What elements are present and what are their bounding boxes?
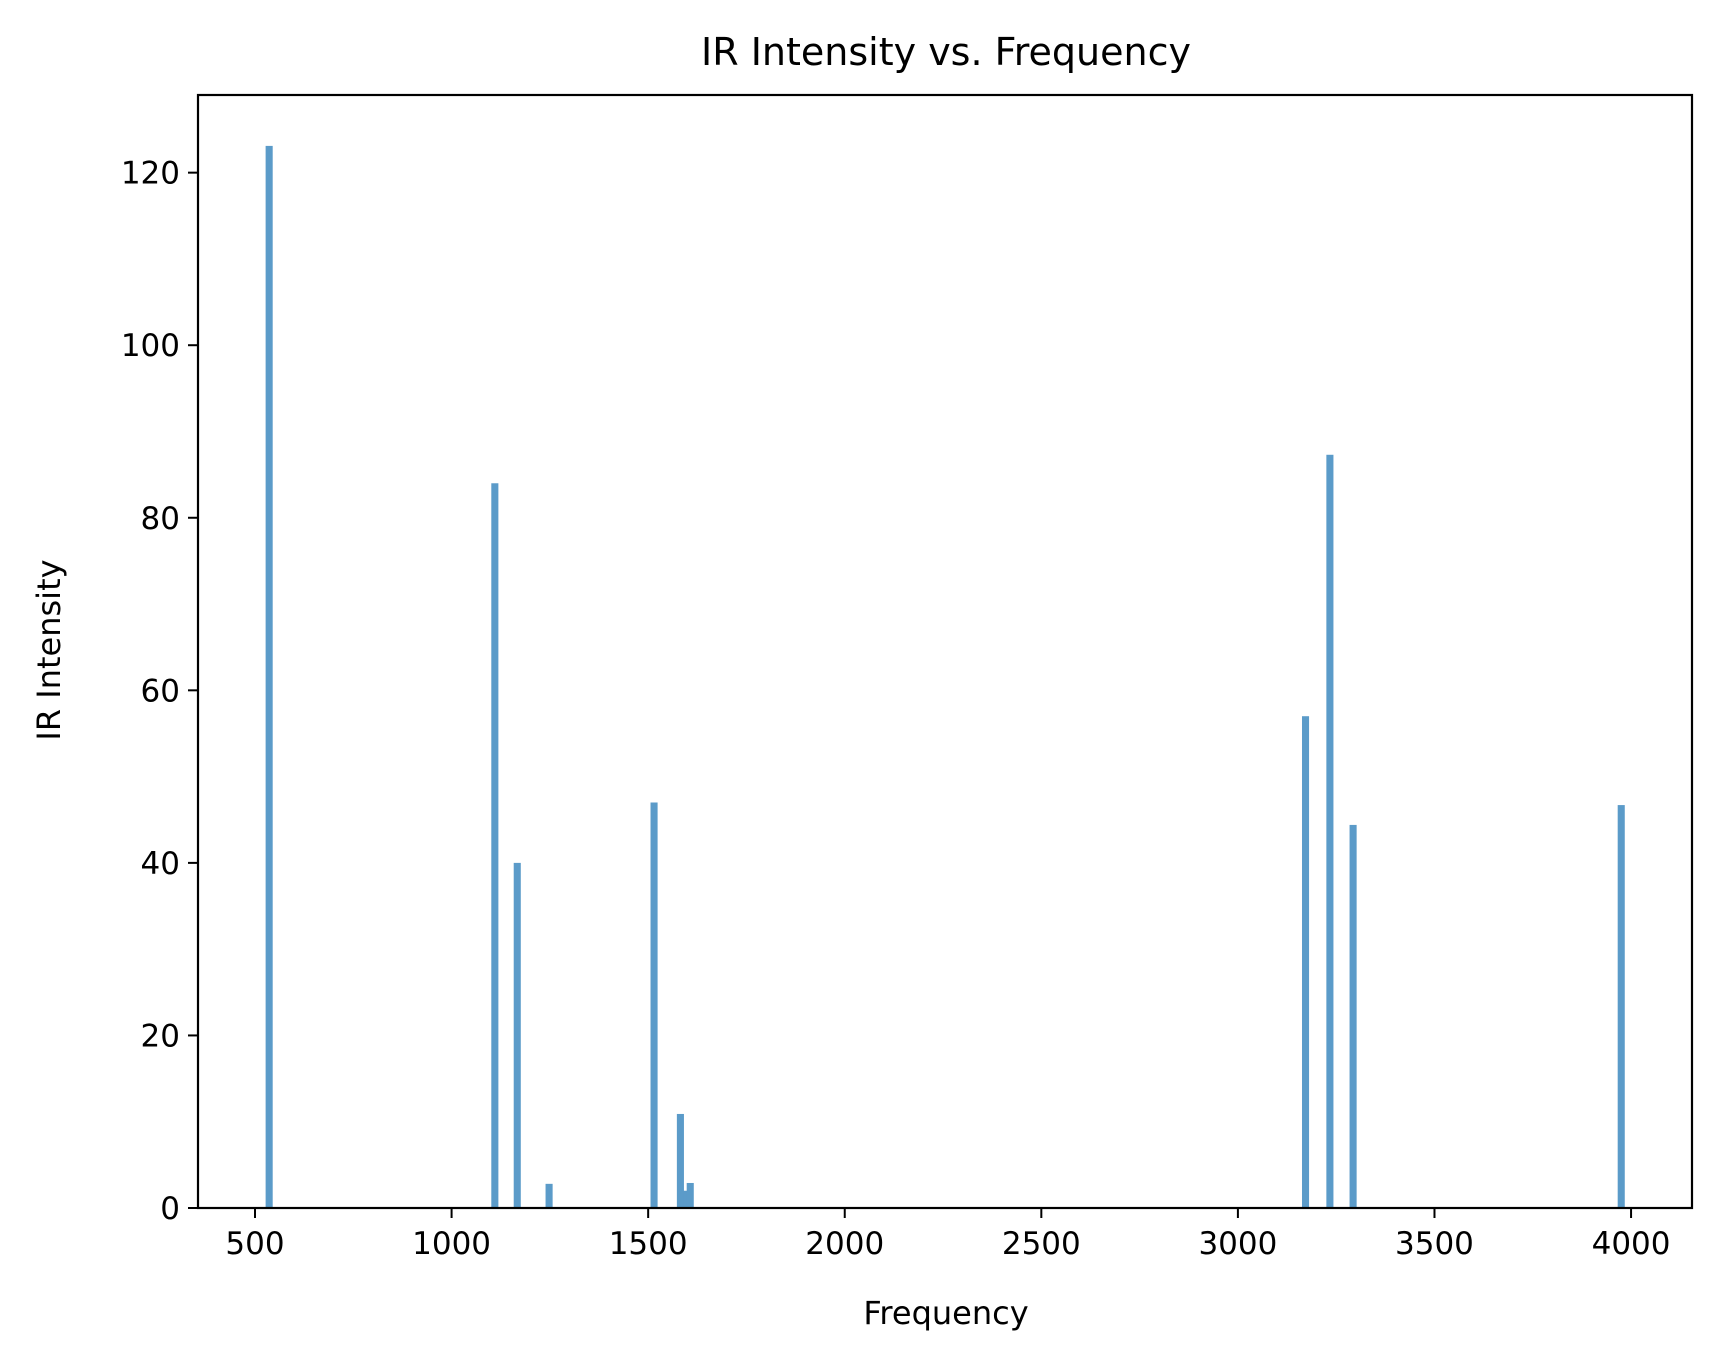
bar-10 — [1349, 824, 1357, 1208]
x-tick-label-2: 1500 — [609, 1226, 688, 1262]
y-tick-label-6: 120 — [121, 156, 180, 192]
x-tick-label-4: 2500 — [1002, 1226, 1081, 1262]
x-tick-label-6: 3500 — [1395, 1226, 1474, 1262]
bar-7 — [686, 1182, 694, 1208]
bar-6 — [683, 1190, 691, 1208]
chart-title: IR Intensity vs. Frequency — [701, 30, 1191, 74]
x-tick-label-5: 3000 — [1198, 1226, 1277, 1262]
bar-9 — [1326, 454, 1334, 1208]
bar-8 — [1301, 716, 1310, 1208]
bar-0 — [265, 145, 273, 1208]
bar-11 — [1617, 805, 1625, 1208]
bar-4 — [650, 802, 658, 1208]
y-axis: 0 20 40 60 80 100 120 — [121, 156, 198, 1227]
y-tick-label-2: 40 — [141, 846, 180, 882]
y-tick-label-3: 60 — [141, 673, 180, 709]
x-tick-label-0: 500 — [225, 1226, 284, 1262]
x-axis: 500 1000 1500 2000 2500 3000 3500 4000 — [225, 1208, 1671, 1262]
x-axis-title: Frequency — [863, 1294, 1028, 1332]
y-tick-label-0: 0 — [160, 1191, 180, 1227]
x-tick-label-1: 1000 — [412, 1226, 491, 1262]
y-tick-label-4: 80 — [141, 501, 180, 537]
y-axis-title: IR Intensity — [30, 559, 68, 740]
bar-3 — [545, 1183, 553, 1208]
plot-frame — [196, 93, 1694, 1210]
bar-5 — [676, 1113, 684, 1208]
bar-2 — [513, 862, 521, 1208]
bar-series — [265, 145, 1625, 1208]
x-tick-label-3: 2000 — [805, 1226, 884, 1262]
x-tick-label-7: 4000 — [1592, 1226, 1671, 1262]
y-tick-label-5: 100 — [121, 328, 180, 364]
y-tick-label-1: 20 — [141, 1018, 180, 1054]
bar-1 — [491, 483, 499, 1208]
